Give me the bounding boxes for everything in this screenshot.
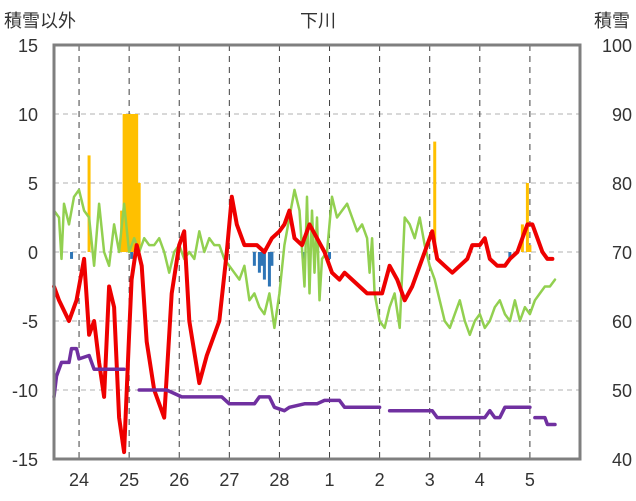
series-lines [52, 188, 557, 455]
left-tick-label: 15 [18, 36, 38, 56]
x-tick-label: 1 [325, 470, 335, 490]
x-tick-label: 25 [119, 470, 139, 490]
left-tick-label: -5 [22, 312, 38, 332]
negative-bar [328, 252, 332, 259]
x-tick-label: 4 [475, 470, 485, 490]
right-tick-label: 80 [612, 174, 632, 194]
x-tick-label: 2 [375, 470, 385, 490]
right-tick-label: 90 [612, 105, 632, 125]
x-tick-label: 5 [525, 470, 535, 490]
x-tick-label: 24 [69, 470, 89, 490]
left-tick-label: -10 [12, 381, 38, 401]
negative-bar [270, 252, 274, 266]
left-tick-label: 10 [18, 105, 38, 125]
right-tick-label: 60 [612, 312, 632, 332]
purple-series-line [533, 415, 557, 427]
precip-bar [130, 114, 134, 252]
negative-bar [260, 252, 264, 266]
left-axis-title: 積雪以外 [4, 11, 76, 32]
precip-bar [132, 114, 136, 252]
negative-bar [252, 252, 256, 266]
red-series-line [52, 194, 555, 455]
precip-bar [127, 114, 131, 252]
precip-bar [137, 183, 141, 252]
precip-bar [433, 141, 437, 252]
purple-series-line [387, 405, 532, 420]
left-tick-label: -15 [12, 450, 38, 470]
negative-bar [508, 252, 512, 259]
right-axis-title: 積雪 [594, 11, 630, 32]
left-tick-label: 0 [28, 243, 38, 263]
precip-bar [122, 114, 126, 252]
precip-bar [135, 114, 139, 252]
purple-series-line [137, 388, 382, 413]
negative-bar [267, 252, 271, 287]
x-tick-label: 27 [219, 470, 239, 490]
x-tick-label: 26 [169, 470, 189, 490]
precip-bars [70, 114, 532, 287]
chart-title: 下川 [300, 11, 336, 32]
precip-bar [125, 114, 129, 252]
x-tick-label: 3 [425, 470, 435, 490]
left-tick-label: 5 [28, 174, 38, 194]
plot-frame [52, 43, 582, 461]
precip-bar [87, 155, 91, 252]
right-tick-label: 40 [612, 450, 632, 470]
plot-border [52, 43, 582, 461]
negative-bar [70, 252, 74, 259]
negative-bar [130, 252, 134, 259]
precip-bar [528, 245, 532, 252]
right-tick-label: 70 [612, 243, 632, 263]
right-tick-label: 50 [612, 381, 632, 401]
purple-series-line [52, 346, 126, 399]
right-tick-label: 100 [602, 36, 632, 56]
negative-bar [257, 252, 261, 273]
precip-bar [525, 183, 529, 252]
x-tick-label: 28 [269, 470, 289, 490]
negative-bar [262, 252, 266, 280]
